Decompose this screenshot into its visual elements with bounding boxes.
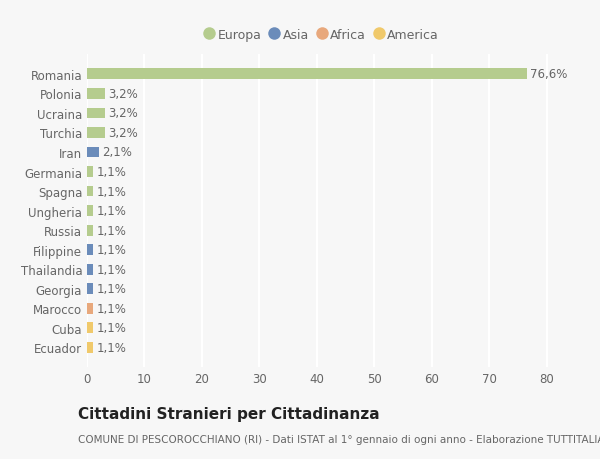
Text: 1,1%: 1,1% [96,205,126,218]
Text: 76,6%: 76,6% [530,68,567,81]
Bar [87,264,94,275]
Text: 1,1%: 1,1% [96,166,126,179]
Text: 1,1%: 1,1% [96,283,126,296]
Text: 1,1%: 1,1% [96,341,126,354]
Text: 2,1%: 2,1% [102,146,132,159]
Bar [87,89,106,100]
Bar [87,69,527,80]
Text: 3,2%: 3,2% [108,127,138,140]
Text: 3,2%: 3,2% [108,107,138,120]
Text: 1,1%: 1,1% [96,185,126,198]
Text: COMUNE DI PESCOROCCHIANO (RI) - Dati ISTAT al 1° gennaio di ogni anno - Elaboraz: COMUNE DI PESCOROCCHIANO (RI) - Dati IST… [78,434,600,444]
Bar [87,342,94,353]
Bar [87,303,94,314]
Bar [87,206,94,217]
Legend: Europa, Asia, Africa, America: Europa, Asia, Africa, America [201,24,444,47]
Text: 1,1%: 1,1% [96,244,126,257]
Bar [87,245,94,256]
Bar [87,225,94,236]
Text: 3,2%: 3,2% [108,88,138,101]
Bar [87,284,94,295]
Bar [87,108,106,119]
Bar [87,147,99,158]
Bar [87,128,106,139]
Text: 1,1%: 1,1% [96,302,126,315]
Text: 1,1%: 1,1% [96,224,126,237]
Text: 1,1%: 1,1% [96,322,126,335]
Text: Cittadini Stranieri per Cittadinanza: Cittadini Stranieri per Cittadinanza [78,406,380,421]
Bar [87,323,94,334]
Bar [87,167,94,178]
Text: 1,1%: 1,1% [96,263,126,276]
Bar [87,186,94,197]
